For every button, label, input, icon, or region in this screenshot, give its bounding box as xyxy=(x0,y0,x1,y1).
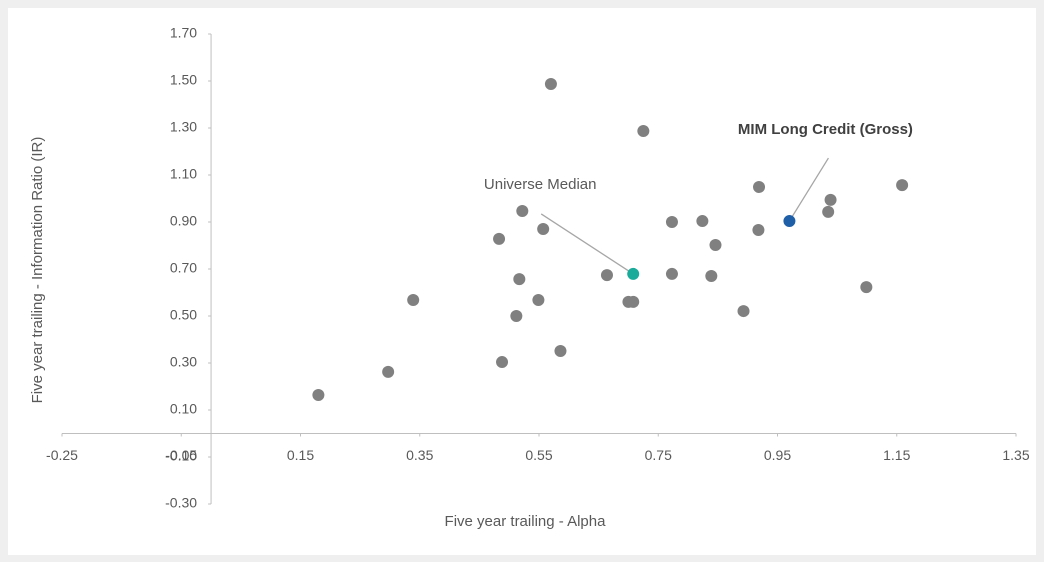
x-tick-label: 0.15 xyxy=(287,447,314,463)
y-tick-label: 0.50 xyxy=(170,307,197,323)
point xyxy=(510,310,523,322)
y-tick-label: -0.10 xyxy=(165,448,197,464)
leader-line xyxy=(788,157,829,222)
point xyxy=(407,294,420,307)
y-axis-title: Five year trailing - Information Ratio (… xyxy=(29,137,46,404)
y-tick-label: 1.30 xyxy=(170,119,197,135)
x-tick-label: 1.15 xyxy=(883,447,910,463)
point xyxy=(496,356,509,369)
point xyxy=(705,270,718,283)
x-tick-label: 0.35 xyxy=(406,447,433,463)
point xyxy=(382,365,395,378)
y-tick-label: 0.10 xyxy=(170,401,197,417)
point xyxy=(493,232,506,245)
point xyxy=(637,125,650,138)
point xyxy=(753,180,766,193)
y-tick-label: 0.90 xyxy=(170,213,197,229)
x-tick-label: 0.55 xyxy=(525,447,552,463)
point xyxy=(709,239,722,252)
y-tick-label: 1.10 xyxy=(170,166,197,182)
point xyxy=(600,269,613,282)
point xyxy=(860,281,873,294)
point xyxy=(537,223,550,236)
point xyxy=(516,204,529,217)
point xyxy=(822,205,835,218)
point xyxy=(737,305,750,318)
x-tick-label: -0.25 xyxy=(46,447,78,463)
x-axis-title: Five year trailing - Alpha xyxy=(445,513,607,530)
x-tick-label: 0.95 xyxy=(764,447,791,463)
point xyxy=(544,78,557,91)
point xyxy=(824,193,837,206)
y-tick-label: 0.70 xyxy=(170,260,197,276)
point xyxy=(696,215,709,228)
y-tick-label: 0.30 xyxy=(170,354,197,370)
point xyxy=(665,216,678,228)
point xyxy=(513,273,526,286)
y-tick-label: 1.50 xyxy=(170,72,197,88)
point xyxy=(532,294,545,307)
leader-line xyxy=(540,213,634,275)
x-tick-label: -0.05 xyxy=(165,447,197,463)
highlight-point xyxy=(627,267,640,280)
annotation-label: MIM Long Credit (Gross) xyxy=(738,121,913,138)
point xyxy=(627,295,640,308)
y-tick-label: 1.70 xyxy=(170,25,197,41)
y-tick-label: -0.30 xyxy=(165,495,197,511)
highlight-point xyxy=(783,215,796,228)
point xyxy=(665,267,678,280)
point xyxy=(896,179,909,192)
annotation-label: Universe Median xyxy=(484,176,597,193)
x-tick-label: 0.75 xyxy=(645,447,672,463)
x-tick-label: 1.35 xyxy=(1002,447,1029,463)
point xyxy=(312,388,325,401)
point xyxy=(554,345,567,358)
point xyxy=(752,223,765,236)
